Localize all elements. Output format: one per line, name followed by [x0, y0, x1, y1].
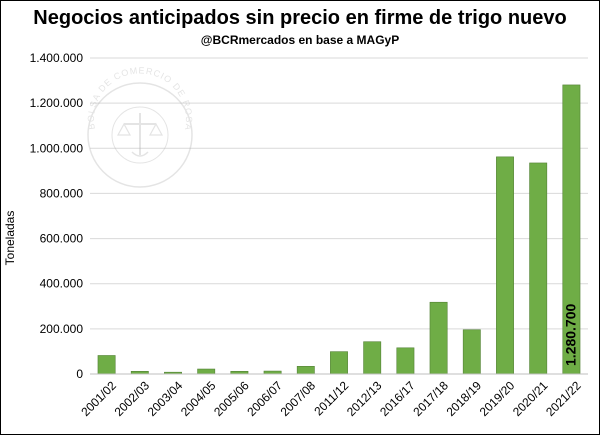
bar — [529, 162, 548, 375]
bar — [330, 351, 348, 375]
x-tick-label: 2012/13 — [344, 378, 385, 419]
bar — [197, 368, 216, 375]
bar — [496, 156, 514, 375]
y-tick-label: 400.000 — [40, 277, 84, 291]
chart-subtitle: @BCRmercados en base a MAGyP — [200, 33, 400, 47]
bar-data-label: 1.280.700 — [562, 304, 578, 366]
y-tick-label: 200.000 — [40, 322, 84, 336]
x-tick-label: 2006/07 — [244, 378, 285, 419]
bar — [396, 347, 415, 375]
watermark-seal: BOLSA DE COMERCIO DE ROSARIO — [0, 0, 194, 188]
x-tick-label: 2005/06 — [211, 378, 252, 419]
x-tick-label: 2020/21 — [510, 378, 551, 419]
x-tick-label: 2003/04 — [145, 378, 186, 419]
x-tick-label: 2004/05 — [178, 378, 219, 419]
svg-text:BOLSA DE COMERCIO DE ROSARIO: BOLSA DE COMERCIO DE ROSARIO — [0, 0, 194, 132]
bars-layer — [97, 84, 581, 375]
bar — [296, 366, 315, 375]
x-tick-label: 2021/22 — [543, 378, 584, 419]
x-tick-label: 2011/12 — [311, 378, 351, 418]
chart-title: Negocios anticipados sin precio en firme… — [33, 7, 567, 29]
x-tick-label: 2018/19 — [444, 378, 485, 419]
y-tick-label: 0 — [76, 367, 83, 381]
x-tick-label: 2016/17 — [377, 378, 418, 419]
bar — [429, 301, 448, 375]
y-tick-label: 800.000 — [40, 186, 84, 200]
bar — [363, 341, 382, 375]
y-tick-label: 1.400.000 — [30, 51, 84, 65]
x-tick-label: 2017/18 — [410, 378, 451, 419]
watermark-text: BOLSA DE COMERCIO DE ROSARIO — [0, 0, 193, 132]
bar — [462, 329, 481, 375]
x-tick-label: 2007/08 — [278, 378, 319, 419]
y-tick-label: 1.000.000 — [30, 141, 84, 155]
x-tick-label: 2001/02 — [78, 378, 119, 419]
bar — [97, 355, 116, 375]
y-tick-label: 600.000 — [40, 232, 84, 246]
x-tick-label: 2002/03 — [112, 378, 153, 419]
y-tick-label: 1.200.000 — [30, 96, 84, 110]
x-tick-label: 2019/20 — [477, 378, 518, 419]
